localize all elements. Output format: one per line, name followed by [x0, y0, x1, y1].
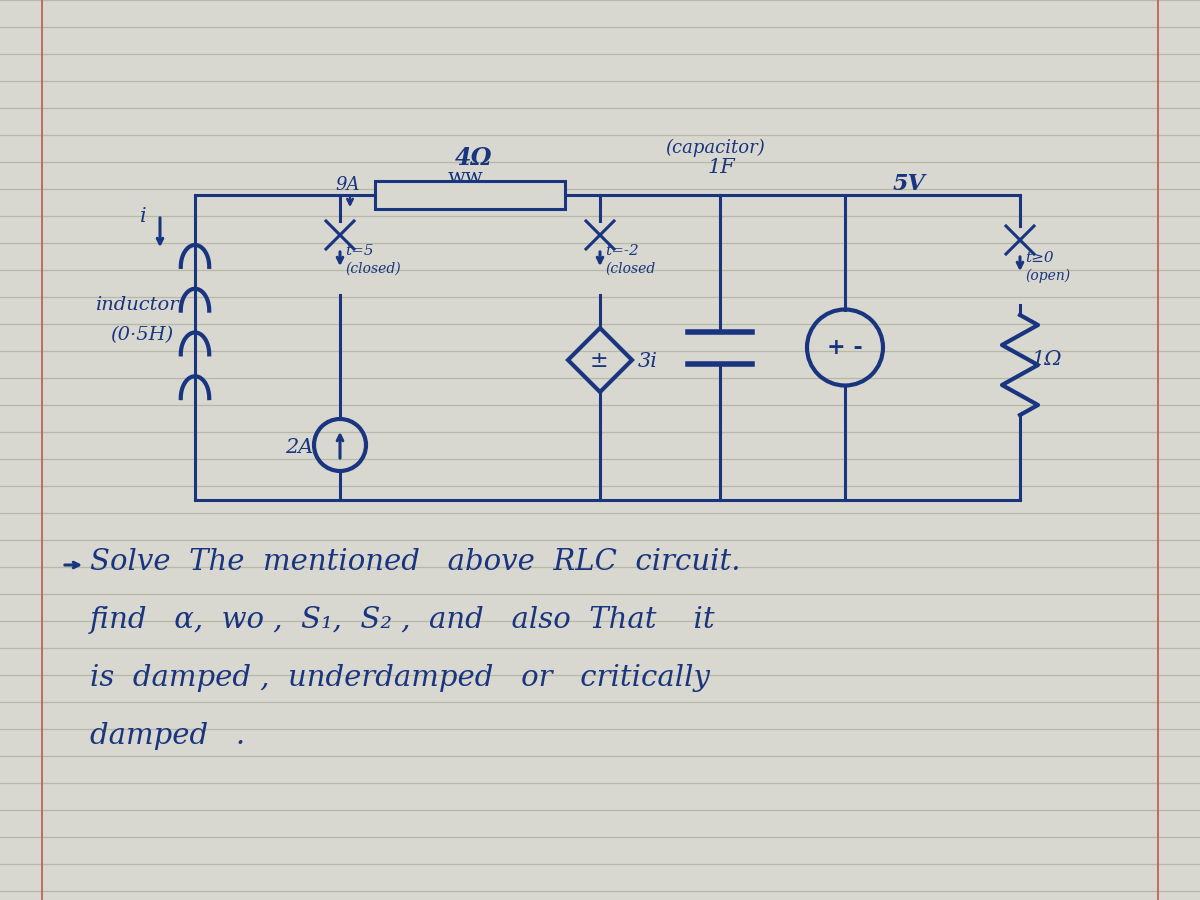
Text: t≥0: t≥0 [1025, 251, 1054, 265]
Text: is  damped ,  underdamped   or   critically: is damped , underdamped or critically [90, 664, 710, 692]
Text: 2A: 2A [286, 438, 313, 457]
Text: 5V: 5V [893, 173, 925, 195]
Text: (open): (open) [1025, 268, 1070, 283]
Text: inductor: inductor [95, 296, 179, 314]
Text: ww: ww [448, 168, 484, 187]
Text: t=-2: t=-2 [605, 244, 638, 258]
Text: ±: ± [590, 350, 608, 372]
Text: + -: + - [827, 338, 863, 359]
Text: 1F: 1F [708, 158, 736, 177]
Bar [374, 181, 565, 209]
Text: Solve  The  mentioned   above  RLC  circuit.: Solve The mentioned above RLC circuit. [90, 548, 740, 576]
Text: (0·5H): (0·5H) [110, 326, 173, 344]
Text: 1Ω: 1Ω [1032, 350, 1062, 369]
Text: (capacitor): (capacitor) [665, 139, 764, 157]
Text: 3i: 3i [638, 352, 658, 371]
Text: 4Ω: 4Ω [455, 146, 492, 170]
Text: find   α,  wo ,  S₁,  S₂ ,  and   also  That    it: find α, wo , S₁, S₂ , and also That it [90, 606, 715, 634]
Text: 9A: 9A [335, 176, 360, 194]
Text: (closed): (closed) [346, 262, 401, 276]
Text: t=5: t=5 [346, 244, 373, 258]
Text: damped   .: damped . [90, 722, 245, 750]
Text: i: i [140, 207, 146, 226]
Text: (closed: (closed [605, 262, 655, 276]
